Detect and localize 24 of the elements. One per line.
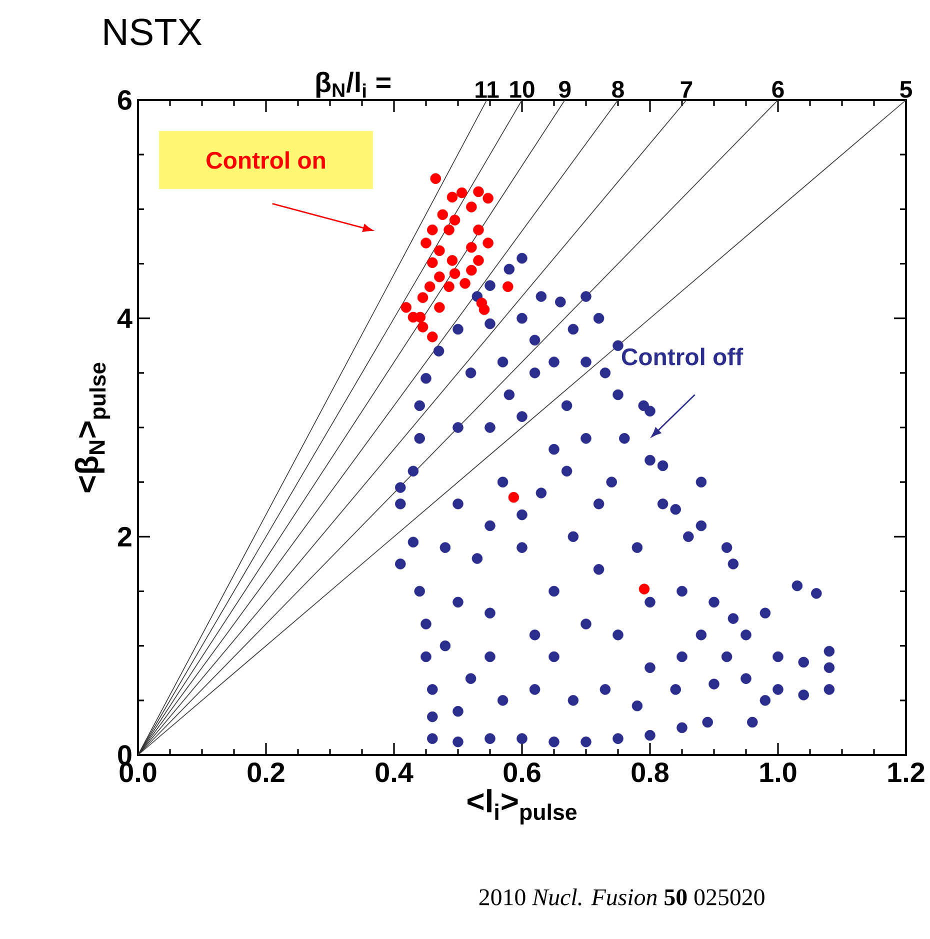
y-tick-label: 6 xyxy=(118,90,132,110)
x-tick-label: 0.8 xyxy=(632,762,669,782)
text: Control on xyxy=(206,151,325,169)
y-axis-title: <β$_{N}$>$_{pulse}$ xyxy=(74,362,110,492)
x-tick-label: 1.2 xyxy=(888,762,924,782)
text: β$_{N}$/l$_{i}$ = xyxy=(316,72,390,98)
x-tick-label: 0.4 xyxy=(376,762,414,782)
y-tick-label: 2 xyxy=(118,526,132,546)
annotation: 11 xyxy=(476,81,499,98)
x-axis-title: <l$_{i}$>$_{pulse}$ xyxy=(468,789,577,824)
y-tick-label: 4 xyxy=(117,308,132,328)
series-label: Control off xyxy=(622,348,744,366)
x-tick-label: 0.6 xyxy=(504,762,540,782)
text: 2010 Nucl. Fusion 50 025020 xyxy=(479,888,764,906)
annotation: 6 xyxy=(772,80,784,98)
annotation: 9 xyxy=(559,80,571,98)
annotation: 5 xyxy=(900,81,912,98)
annotation: 7 xyxy=(680,81,692,98)
annotation: 10 xyxy=(510,80,534,98)
chart-title: NSTX xyxy=(104,18,202,46)
x-tick-label: 0.2 xyxy=(248,762,284,782)
annotation: 8 xyxy=(612,80,624,98)
x-tick-label: 1.0 xyxy=(760,762,796,782)
x-tick-label: 0.0 xyxy=(120,762,156,782)
